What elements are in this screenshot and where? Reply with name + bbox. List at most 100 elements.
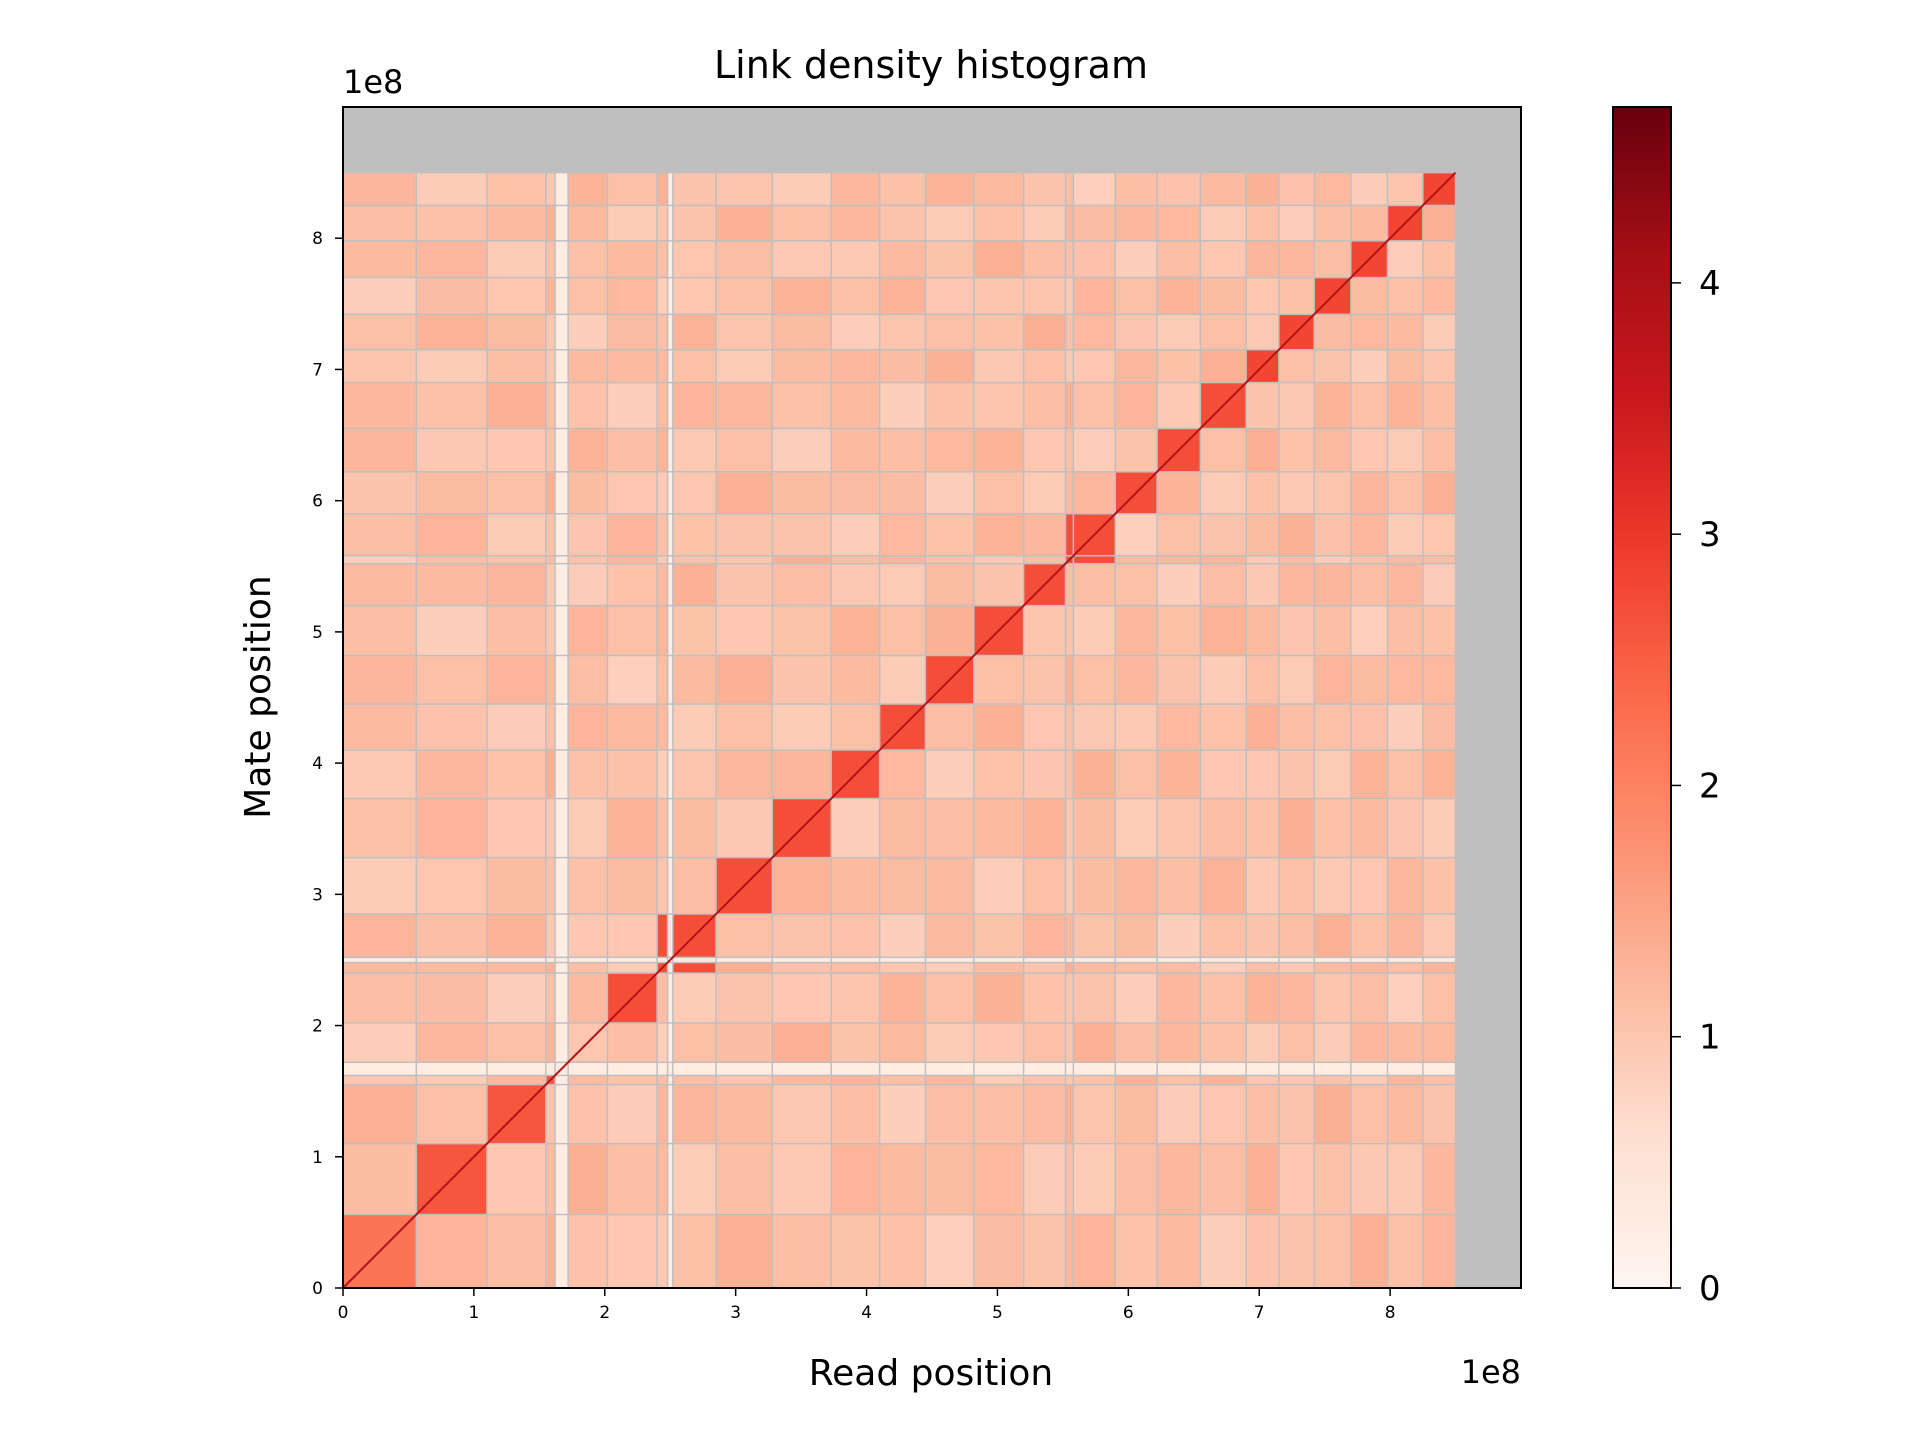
- heatmap-cell: [546, 606, 555, 655]
- colorbar-gradient: [1612, 106, 1672, 1289]
- heatmap-cell: [1157, 799, 1200, 857]
- heatmap-cell: [657, 564, 667, 605]
- heatmap-cell: [673, 1144, 716, 1214]
- heatmap-cell: [608, 350, 657, 382]
- heatmap-cell: [926, 514, 974, 556]
- y-axis-label: Mate position: [238, 575, 279, 818]
- heatmap-cell: [417, 472, 487, 514]
- heatmap-cell: [773, 750, 831, 798]
- heatmap-cell: [1074, 958, 1115, 962]
- heatmap-cell: [831, 383, 879, 428]
- heatmap-cell: [1351, 656, 1387, 704]
- heatmap-cell: [1279, 472, 1314, 514]
- heatmap-cell: [831, 514, 879, 556]
- heatmap-cell: [880, 206, 925, 241]
- heatmap-cell: [1115, 350, 1157, 382]
- heatmap-cell: [568, 606, 607, 655]
- heatmap-cell: [608, 472, 657, 514]
- heatmap-cell: [1201, 963, 1246, 973]
- heatmap-cell: [1246, 1023, 1279, 1062]
- heatmap-cell: [926, 606, 974, 655]
- heatmap-cell: [668, 656, 673, 704]
- heatmap-cell: [716, 799, 772, 857]
- heatmap-cell: [1201, 1076, 1246, 1084]
- heatmap-cell: [673, 1215, 716, 1288]
- colorbar-tick-label: 4: [1699, 264, 1721, 304]
- heatmap-cell: [1024, 1085, 1065, 1143]
- heatmap-cell: [487, 350, 546, 382]
- x-tick-label: 7: [1254, 1303, 1265, 1323]
- heatmap-cell: [417, 1085, 487, 1143]
- heatmap-cell: [926, 958, 974, 962]
- heatmap-cell: [1115, 1063, 1157, 1075]
- heatmap-cell: [926, 1215, 974, 1288]
- heatmap-cell: [1279, 963, 1314, 973]
- heatmap-cell: [1074, 1215, 1115, 1288]
- heatmap-cell: [716, 1144, 772, 1214]
- heatmap-cell: [1314, 556, 1351, 563]
- heatmap-cell: [487, 1076, 546, 1084]
- heatmap-cell: [417, 656, 487, 704]
- heatmap-cell: [487, 606, 546, 655]
- heatmap-cell: [773, 606, 831, 655]
- heatmap-cell: [716, 973, 772, 1023]
- heatmap-cell: [555, 173, 568, 205]
- heatmap-cell: [555, 472, 568, 514]
- heatmap-cell: [555, 1144, 568, 1214]
- heatmap-cell: [1351, 278, 1387, 314]
- heatmap-cell: [974, 1215, 1023, 1288]
- heatmap-cell: [555, 656, 568, 704]
- chart-title: Link density histogram: [714, 43, 1148, 87]
- heatmap-cell: [1024, 206, 1065, 241]
- heatmap-cell: [773, 556, 831, 563]
- heatmap-cell: [1074, 656, 1115, 704]
- y-tick-label: 4: [312, 754, 323, 774]
- heatmap-cell: [668, 429, 673, 472]
- heatmap-cell: [673, 656, 716, 704]
- heatmap-cell: [608, 556, 657, 563]
- heatmap-cell: [1246, 173, 1279, 205]
- heatmap-cell: [673, 472, 716, 514]
- heatmap-cell: [1201, 750, 1246, 798]
- heatmap-cell: [926, 350, 974, 382]
- heatmap-cell: [1388, 315, 1423, 350]
- heatmap-cell: [668, 1144, 673, 1214]
- heatmap-cell: [1115, 914, 1157, 957]
- heatmap-cell: [487, 858, 546, 914]
- heatmap-cell: [417, 1023, 487, 1062]
- heatmap-cell: [1388, 799, 1423, 857]
- heatmap-cell: [546, 472, 555, 514]
- heatmap-cell: [1314, 1076, 1351, 1084]
- heatmap-cell: [343, 750, 416, 798]
- colorbar: 0 1 2 3 4: [1612, 106, 1721, 1309]
- heatmap-cell: [773, 914, 831, 957]
- heatmap-cell: [673, 278, 716, 314]
- heatmap-cell: [1024, 472, 1065, 514]
- heatmap-cell: [343, 350, 416, 382]
- heatmap-cell: [880, 241, 925, 277]
- heatmap-cell: [1246, 315, 1279, 350]
- heatmap-cell: [1314, 858, 1351, 914]
- heatmap-cell: [568, 963, 607, 973]
- heatmap-cell: [417, 173, 487, 205]
- heatmap-cell: [657, 606, 667, 655]
- heatmap-cell: [1157, 858, 1200, 914]
- heatmap-cell: [880, 799, 925, 857]
- heatmap-cell: [1423, 315, 1455, 350]
- heatmap-cell: [1388, 973, 1423, 1023]
- heatmap-cell: [974, 1144, 1023, 1214]
- heatmap-cell: [657, 1076, 667, 1084]
- heatmap-cell: [568, 383, 607, 428]
- heatmap-cell: [1157, 1085, 1200, 1143]
- heatmap-cell: [546, 1144, 555, 1214]
- x-tick-label: 0: [338, 1303, 349, 1323]
- y-tick-label: 1: [312, 1148, 323, 1168]
- heatmap-cell: [1351, 750, 1387, 798]
- heatmap-cell: [343, 973, 416, 1023]
- heatmap-cell: [1351, 383, 1387, 428]
- heatmap-cell: [831, 206, 879, 241]
- heatmap-cell: [1157, 514, 1200, 556]
- heatmap-cell: [926, 973, 974, 1023]
- heatmap-cell: [546, 315, 555, 350]
- heatmap-cell: [1201, 656, 1246, 704]
